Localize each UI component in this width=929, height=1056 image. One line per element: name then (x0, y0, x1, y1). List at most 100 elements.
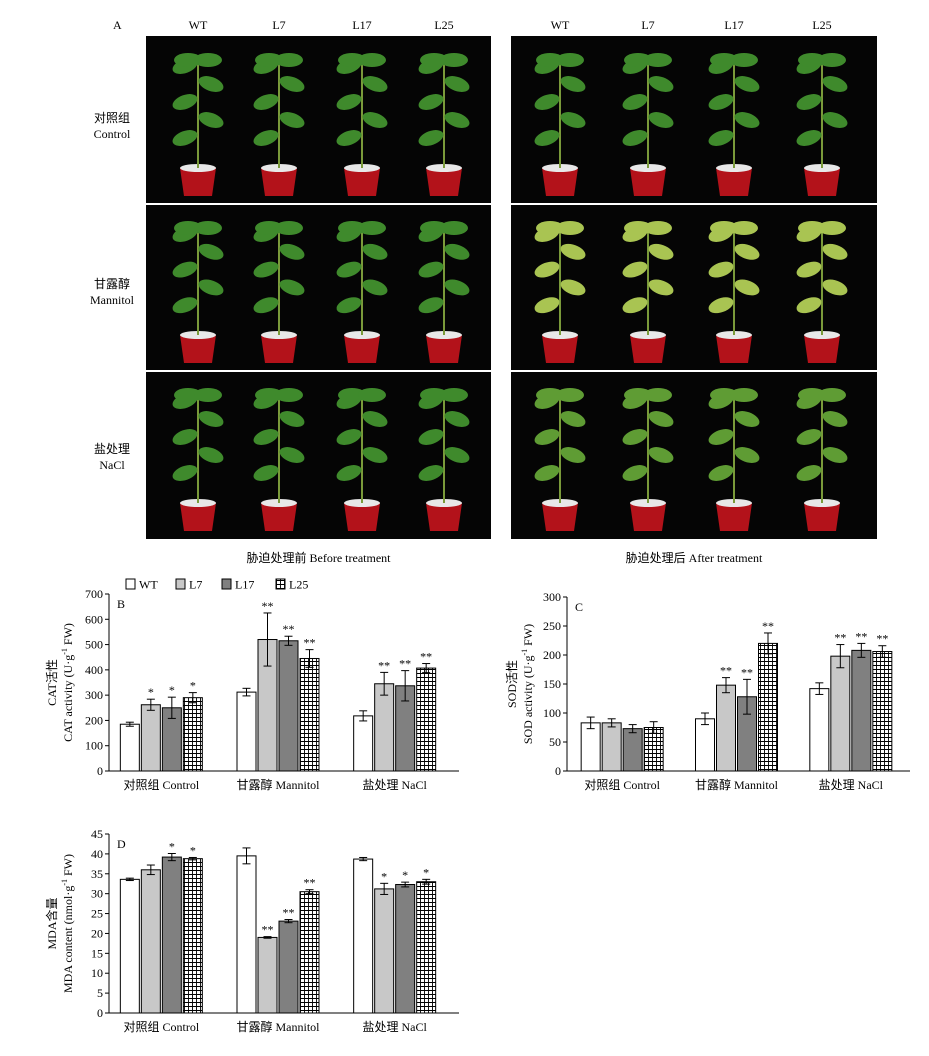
legend: WT L7 L17 L25 (124, 576, 364, 592)
plant-illustration (796, 53, 848, 196)
significance-label: ** (378, 658, 390, 672)
photo-column-label: L7 (272, 18, 286, 32)
photo-column-label: L7 (641, 18, 655, 32)
y-tick-label: 0 (97, 1006, 103, 1020)
significance-label: ** (720, 664, 732, 678)
bar (161, 856, 182, 1014)
y-axis-label-cn: SOD活性 (505, 660, 519, 708)
bar (580, 722, 601, 772)
bar (395, 884, 416, 1014)
y-tick-label: 15 (91, 946, 103, 960)
photo-row-label-cn: 盐处理 (93, 442, 130, 456)
bar (695, 718, 715, 772)
bar (643, 727, 664, 772)
bar (416, 881, 437, 1014)
y-tick-label: 50 (549, 735, 561, 749)
bar (758, 642, 778, 772)
legend-label: L17 (235, 578, 254, 592)
significance-label: ** (304, 636, 316, 650)
chart-mda-content: MDA含量 MDA content (nmol·g-1 FW) D 0 5 10 15 20 2… (44, 827, 459, 1034)
plant-illustration (336, 53, 388, 196)
bar (416, 667, 437, 772)
photo-column-label: L17 (352, 18, 372, 32)
photo-column-label: WT (188, 18, 208, 32)
bar (299, 891, 320, 1014)
bar (236, 691, 257, 772)
plant-illustration (172, 53, 224, 196)
significance-label: * (169, 839, 175, 853)
plants-before-svg (146, 53, 491, 531)
y-tick-label: 500 (85, 638, 103, 652)
bar (622, 728, 643, 772)
y-tick-label: 100 (543, 706, 561, 720)
plant-illustration (622, 221, 674, 363)
plant-illustration (796, 221, 848, 363)
bar (374, 888, 395, 1014)
bar (353, 858, 374, 1014)
significance-label: ** (762, 619, 774, 633)
y-tick-label: 20 (91, 926, 103, 940)
plant-illustration (622, 388, 674, 531)
caption-before: 胁迫处理前 Before treatment (246, 551, 391, 565)
significance-label: ** (876, 632, 888, 646)
significance-label: ** (741, 665, 753, 679)
panel-letter: C (575, 600, 583, 614)
y-tick-label: 30 (91, 887, 103, 901)
bar (353, 715, 374, 772)
plant-illustration (418, 388, 470, 531)
legend-swatch (275, 578, 286, 590)
photo-column-label: WT (550, 18, 570, 32)
plant-illustration (253, 53, 305, 196)
photo-row-label-en: NaCl (99, 458, 125, 472)
photo-row-label: 甘露醇 Mannitol (77, 276, 147, 308)
plant-illustration (336, 221, 388, 363)
significance-label: ** (262, 599, 274, 613)
plant-illustration (534, 388, 586, 531)
bar (119, 878, 140, 1014)
plant-illustration (622, 53, 674, 196)
y-axis-label-cn: MDA含量 (44, 897, 59, 949)
bar (140, 704, 161, 772)
significance-label: ** (855, 629, 867, 643)
y-tick-label: 300 (85, 688, 103, 702)
significance-label: ** (262, 923, 274, 937)
chart-cat-activity: CAT活性 CAT activity (U·g-1 FW) B 0 100 200 300 4… (45, 587, 459, 792)
photo-row-label-cn: 对照组 (93, 111, 130, 125)
x-category-label: 盐处理 NaCl (362, 1020, 427, 1034)
plant-illustration (253, 221, 305, 363)
significance-label: * (190, 843, 196, 857)
y-axis-label-en: MDA content (nmol·g-1 FW) (60, 854, 75, 993)
significance-label: ** (399, 657, 411, 671)
y-tick-label: 700 (85, 587, 103, 601)
plant-illustration (796, 388, 848, 531)
significance-label: * (381, 869, 387, 883)
bar (601, 722, 622, 772)
bar (257, 936, 278, 1014)
x-category-label: 甘露醇 Mannitol (237, 1019, 321, 1034)
plant-illustration (418, 53, 470, 196)
y-axis-label-en: CAT activity (U·g-1 FW) (60, 623, 75, 742)
photo-row-label-en: Mannitol (90, 293, 134, 307)
photo-column-label: L25 (434, 18, 454, 32)
y-tick-label: 35 (91, 867, 103, 881)
plant-illustration (708, 221, 760, 363)
y-axis-label-cn: CAT活性 (45, 659, 59, 706)
significance-label: ** (283, 906, 295, 920)
y-tick-label: 200 (543, 648, 561, 662)
plant-illustration (172, 221, 224, 363)
plant-illustration (708, 388, 760, 531)
bar (872, 651, 893, 772)
x-category-label: 盐处理 NaCl (362, 778, 427, 792)
chart-sod-activity: SOD活性 SOD activity (U·g-1 FW) C 0 50 100 150 20… (505, 590, 910, 792)
plant-illustration (708, 53, 760, 196)
panel-letter: D (117, 837, 126, 851)
y-tick-label: 600 (85, 612, 103, 626)
plant-illustration (336, 388, 388, 531)
x-category-label: 对照组 Control (123, 1020, 199, 1034)
y-tick-label: 45 (91, 827, 103, 841)
plant-illustration (253, 388, 305, 531)
significance-label: * (402, 868, 408, 882)
bar (299, 657, 320, 772)
panel-letter-a: A (113, 18, 122, 32)
x-category-label: 对照组 Control (123, 778, 199, 792)
